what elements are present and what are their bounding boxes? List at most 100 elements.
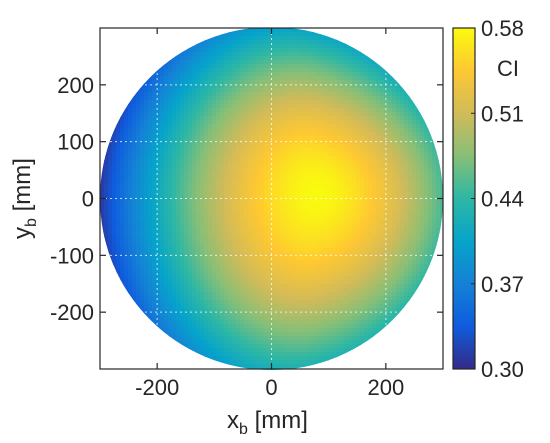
heat-cell	[288, 188, 293, 193]
heat-cell	[232, 284, 237, 289]
heat-cell	[380, 264, 385, 269]
heat-cell	[124, 220, 129, 225]
heat-cell	[368, 228, 373, 233]
heat-cell	[328, 148, 333, 153]
heat-cell	[160, 204, 165, 209]
heat-cell	[212, 160, 217, 165]
heat-cell	[208, 132, 213, 137]
heat-cell	[308, 116, 313, 121]
heat-cell	[352, 168, 357, 173]
heat-cell	[292, 48, 297, 53]
heat-cell	[324, 188, 329, 193]
heat-cell	[264, 116, 269, 121]
heat-cell	[228, 112, 233, 117]
heat-cell	[420, 140, 425, 145]
heat-cell	[340, 60, 345, 65]
heat-cell	[360, 244, 365, 249]
heat-cell	[404, 176, 409, 181]
heat-cell	[332, 200, 337, 205]
heat-cell	[288, 292, 293, 297]
heat-cell	[140, 136, 145, 141]
heat-cell	[344, 268, 349, 273]
heat-cell	[128, 160, 133, 165]
heat-cell	[296, 176, 301, 181]
heat-cell	[268, 112, 273, 117]
heat-cell	[104, 192, 109, 197]
heat-cell	[360, 72, 365, 77]
heat-cell	[120, 236, 125, 241]
heat-cell	[196, 284, 201, 289]
heat-cell	[408, 112, 413, 117]
heat-cell	[284, 68, 289, 73]
heat-cell	[312, 108, 317, 113]
heat-cell	[208, 212, 213, 217]
heat-cell	[396, 264, 401, 269]
heat-cell	[212, 292, 217, 297]
heat-cell	[212, 204, 217, 209]
heat-cell	[344, 96, 349, 101]
heat-cell	[184, 68, 189, 73]
heat-cell	[328, 252, 333, 257]
heat-cell	[212, 252, 217, 257]
heat-cell	[248, 144, 253, 149]
heat-cell	[272, 144, 277, 149]
heat-cell	[180, 284, 185, 289]
heat-cell	[240, 144, 245, 149]
heat-cell	[132, 204, 137, 209]
heat-cell	[216, 252, 221, 257]
heat-cell	[404, 280, 409, 285]
heat-cell	[352, 136, 357, 141]
heat-cell	[368, 116, 373, 121]
heat-cell	[312, 72, 317, 77]
heat-cell	[140, 164, 145, 169]
heat-cell	[224, 240, 229, 245]
heat-cell	[364, 88, 369, 93]
heat-cell	[212, 180, 217, 185]
heat-cell	[256, 248, 261, 253]
heat-cell	[404, 224, 409, 229]
heat-cell	[244, 224, 249, 229]
heat-cell	[256, 116, 261, 121]
heat-cell	[304, 76, 309, 81]
heat-cell	[388, 256, 393, 261]
heat-cell	[196, 228, 201, 233]
heat-cell	[292, 184, 297, 189]
heat-cell	[224, 120, 229, 125]
heat-cell	[404, 172, 409, 177]
heat-cell	[412, 180, 417, 185]
heat-cell	[144, 116, 149, 121]
heat-cell	[312, 248, 317, 253]
heat-cell	[236, 272, 241, 277]
heat-cell	[164, 124, 169, 129]
heat-cell	[324, 40, 329, 45]
heat-cell	[228, 84, 233, 89]
heat-cell	[300, 156, 305, 161]
heat-cell	[380, 212, 385, 217]
heat-cell	[408, 172, 413, 177]
heat-cell	[412, 208, 417, 213]
heat-cell	[300, 116, 305, 121]
heat-cell	[408, 236, 413, 241]
heat-cell	[272, 212, 277, 217]
heat-cell	[156, 156, 161, 161]
heat-cell	[288, 80, 293, 85]
heat-cell	[252, 28, 257, 33]
heat-cell	[160, 104, 165, 109]
heat-cell	[412, 116, 417, 121]
heat-cell	[116, 172, 121, 177]
heat-cell	[284, 116, 289, 121]
heat-cell	[268, 68, 273, 73]
heat-cell	[276, 120, 281, 125]
heat-cell	[268, 40, 273, 45]
heat-cell	[436, 232, 441, 237]
heat-cell	[312, 36, 317, 41]
heat-cell	[284, 212, 289, 217]
heat-cell	[152, 152, 157, 157]
heat-cell	[372, 224, 377, 229]
heat-cell	[300, 240, 305, 245]
heat-cell	[116, 140, 121, 145]
heat-cell	[352, 148, 357, 153]
heat-cell	[128, 164, 133, 169]
heat-cell	[400, 244, 405, 249]
heat-cell	[148, 76, 153, 81]
